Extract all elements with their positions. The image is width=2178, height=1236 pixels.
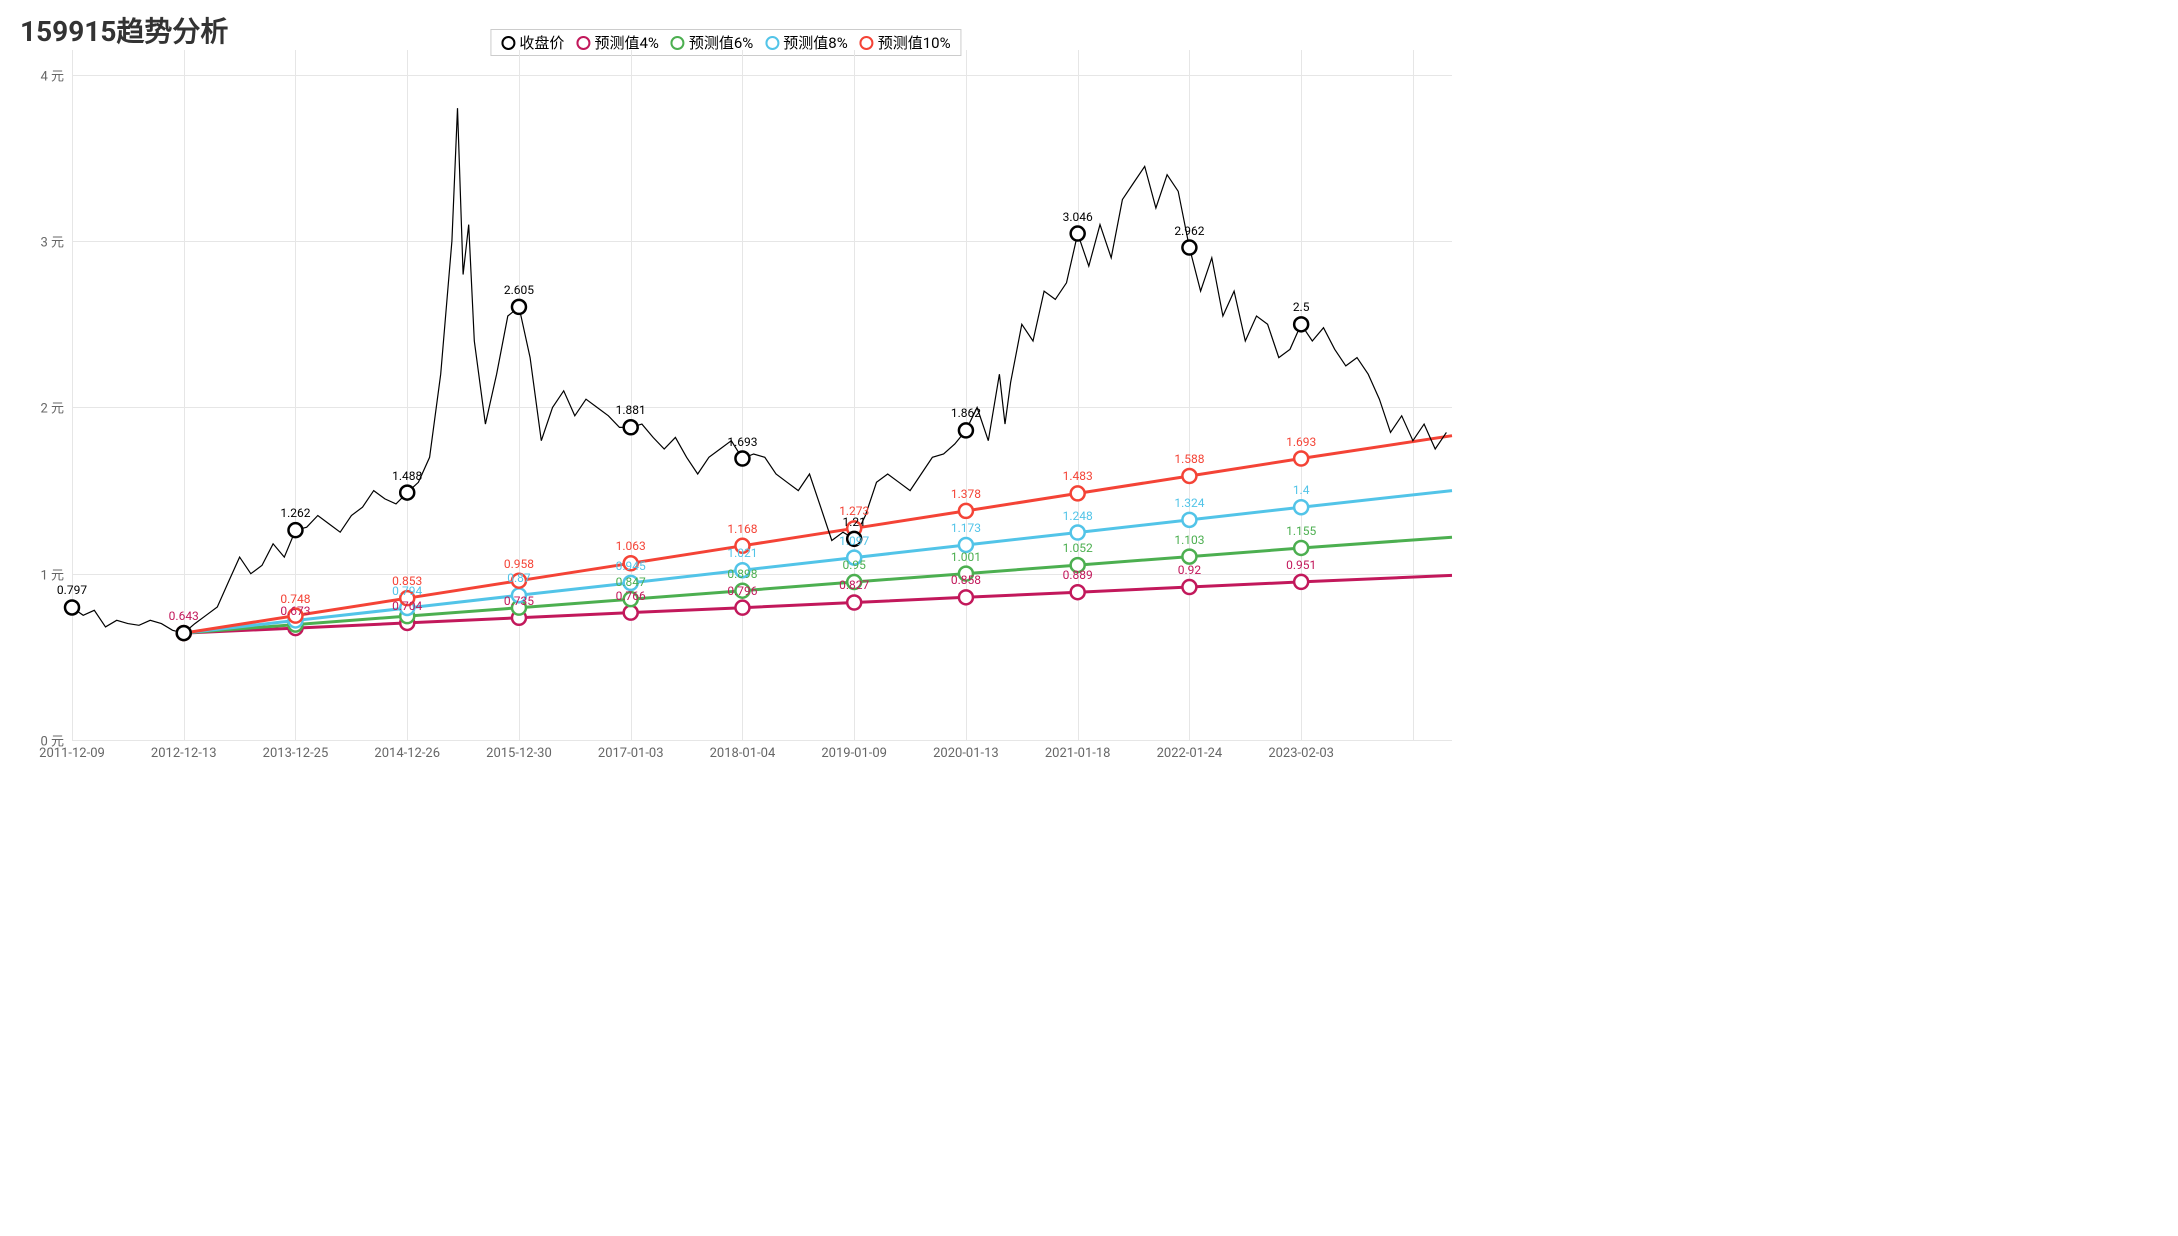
x-tick-label: 2023-02-03 — [1268, 746, 1334, 761]
x-tick-label: 2022-01-24 — [1157, 746, 1223, 761]
marker-p4[interactable] — [624, 606, 638, 620]
y-tick-label: 2 元 — [40, 398, 64, 417]
data-label-close: 2.605 — [504, 283, 534, 297]
x-tick-label: 2020-01-13 — [933, 746, 999, 761]
data-label-p4: 0.766 — [616, 589, 646, 603]
marker-close[interactable] — [400, 486, 414, 500]
data-label-p10: 1.378 — [951, 487, 981, 501]
trend-chart: 159915趋势分析 收盘价预测值4%预测值6%预测值8%预测值10% 0.64… — [0, 0, 1452, 824]
marker-p8[interactable] — [1071, 526, 1085, 540]
marker-p8[interactable] — [1294, 500, 1308, 514]
marker-p8[interactable] — [1182, 513, 1196, 527]
data-label-p6: 1.103 — [1174, 533, 1204, 547]
data-label-p4: 0.796 — [727, 584, 757, 598]
legend-marker-icon — [671, 36, 685, 50]
marker-close[interactable] — [512, 300, 526, 314]
y-tick-label: 1 元 — [40, 564, 64, 583]
data-label-close: 1.262 — [280, 506, 310, 520]
marker-p10[interactable] — [959, 504, 973, 518]
data-label-close: 3.046 — [1063, 210, 1093, 224]
marker-p4[interactable] — [847, 595, 861, 609]
marker-close[interactable] — [177, 626, 191, 640]
data-label-p6: 0.847 — [616, 575, 646, 589]
x-tick-label: 2014-12-26 — [374, 746, 440, 761]
data-label-p4: 0.673 — [280, 604, 310, 618]
data-label-close: 1.881 — [616, 403, 646, 417]
x-tick-label: 2018-01-04 — [710, 746, 776, 761]
marker-p4[interactable] — [1182, 580, 1196, 594]
data-label-p8: 1.021 — [727, 546, 757, 560]
x-tick-label: 2019-01-09 — [821, 746, 887, 761]
marker-close[interactable] — [1071, 227, 1085, 241]
x-tick-label: 2017-01-03 — [598, 746, 664, 761]
data-label-p4: 0.704 — [392, 599, 422, 613]
data-label-p8: 0.945 — [616, 559, 646, 573]
data-label-close: 2.5 — [1293, 300, 1310, 314]
data-label-p10: 0.958 — [504, 557, 534, 571]
data-label-p10: 1.693 — [1286, 435, 1316, 449]
data-label-p10: 1.588 — [1174, 452, 1204, 466]
marker-p10[interactable] — [1182, 469, 1196, 483]
x-tick-label: 2013-12-25 — [263, 746, 329, 761]
data-label-p8: 1.097 — [839, 534, 869, 548]
data-label-p10: 0.748 — [280, 592, 310, 606]
x-tick-label: 2015-12-30 — [486, 746, 552, 761]
x-tick-label: 2012-12-13 — [151, 746, 217, 761]
data-label-close: 1.21 — [842, 515, 865, 529]
data-label-p8: 1.248 — [1063, 509, 1093, 523]
data-label-close: 2.962 — [1174, 224, 1204, 238]
marker-p4[interactable] — [1071, 585, 1085, 599]
y-tick-label: 3 元 — [40, 232, 64, 251]
data-label-p4: 0.889 — [1063, 568, 1093, 582]
data-label-p4: 0.951 — [1286, 558, 1316, 572]
data-label-p8: 1.324 — [1174, 496, 1204, 510]
data-label-p10: 0.853 — [392, 574, 422, 588]
y-tick-label: 4 元 — [40, 65, 64, 84]
data-label-p4: 0.735 — [504, 594, 534, 608]
marker-p6[interactable] — [1294, 541, 1308, 555]
data-label-p8: 1.4 — [1293, 483, 1310, 497]
data-label-p4: 0.827 — [839, 578, 869, 592]
data-label-p8: 1.173 — [951, 521, 981, 535]
marker-close[interactable] — [1294, 317, 1308, 331]
marker-p4[interactable] — [1294, 575, 1308, 589]
marker-p10[interactable] — [1294, 452, 1308, 466]
legend-marker-icon — [576, 36, 590, 50]
plot-area: 0.643 0.673 0.704 0.735 0.766 0.796 0.827 0.858… — [72, 50, 1452, 740]
data-label-p10: 1.063 — [616, 539, 646, 553]
data-label-p4: 0.858 — [951, 573, 981, 587]
legend-marker-icon — [860, 36, 874, 50]
data-label-close: 1.862 — [951, 406, 981, 420]
marker-close[interactable] — [735, 452, 749, 466]
data-label-p4: 0.643 — [169, 609, 199, 623]
data-label-close: 1.693 — [727, 435, 757, 449]
data-label-p8: 0.87 — [507, 571, 530, 585]
data-label-p6: 1.001 — [951, 550, 981, 564]
marker-close[interactable] — [959, 423, 973, 437]
data-label-p6: 1.052 — [1063, 541, 1093, 555]
marker-p10[interactable] — [1071, 486, 1085, 500]
x-tick-label: 2021-01-18 — [1045, 746, 1111, 761]
marker-p4[interactable] — [959, 590, 973, 604]
data-label-p4: 0.92 — [1178, 563, 1201, 577]
data-label-p10: 1.483 — [1063, 469, 1093, 483]
marker-close[interactable] — [65, 600, 79, 614]
marker-close[interactable] — [1182, 241, 1196, 255]
marker-p6[interactable] — [1182, 550, 1196, 564]
y-tick-label: 0 元 — [40, 731, 64, 750]
data-label-close: 0.797 — [57, 583, 87, 597]
data-label-p6: 0.898 — [727, 567, 757, 581]
legend-marker-icon — [501, 36, 515, 50]
grid-line-h — [72, 740, 1452, 741]
data-label-p6: 1.155 — [1286, 524, 1316, 538]
marker-p4[interactable] — [735, 601, 749, 615]
marker-close[interactable] — [288, 523, 302, 537]
data-label-p6: 0.95 — [842, 558, 865, 572]
data-label-p10: 1.168 — [727, 522, 757, 536]
data-label-close: 1.488 — [392, 469, 422, 483]
marker-close[interactable] — [624, 420, 638, 434]
legend-marker-icon — [765, 36, 779, 50]
series-markers — [72, 50, 1452, 740]
chart-title: 159915趋势分析 — [20, 10, 228, 50]
